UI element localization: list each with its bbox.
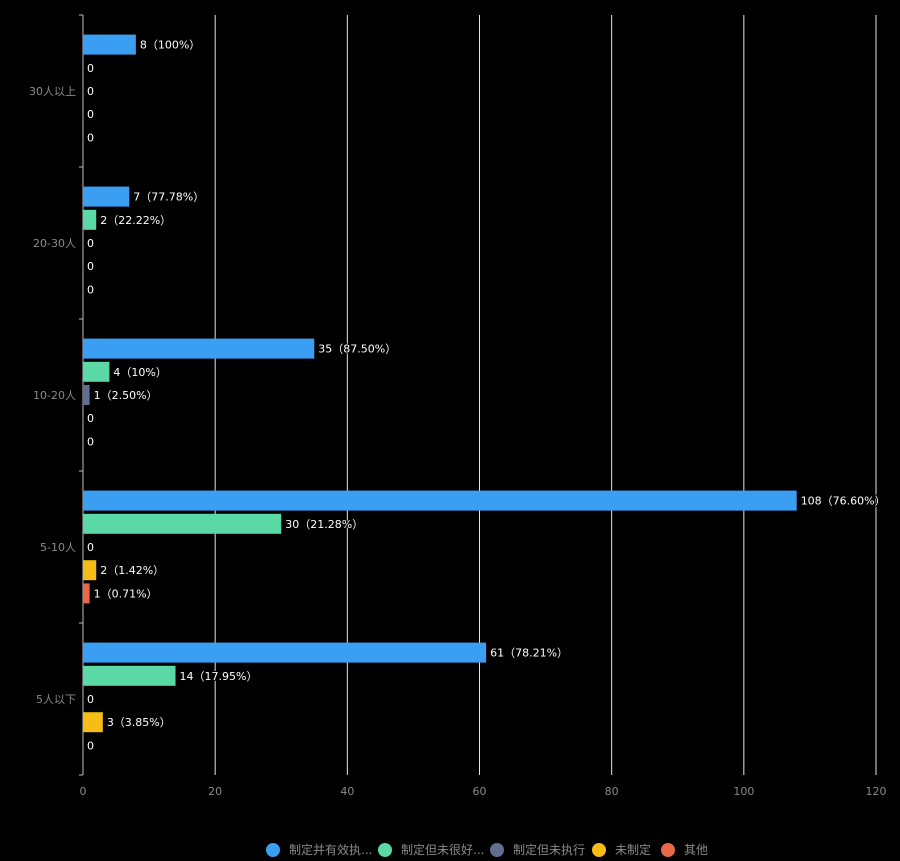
legend-label: 其他 [684, 843, 708, 857]
bar-value-label: 0 [87, 739, 94, 752]
bar-value-label: 1（0.71%） [94, 587, 158, 600]
legend-label: 制定并有效执... [289, 842, 372, 857]
bar-value-label: 2（22.22%） [100, 214, 171, 227]
bar-value-label: 0 [87, 435, 94, 448]
bar-value-label: 0 [87, 62, 94, 75]
category-label: 30人以上 [29, 85, 76, 98]
bar [83, 642, 487, 663]
legend-label: 制定但未执行 [513, 842, 585, 857]
category-label: 5人以下 [36, 693, 76, 706]
value-axis: 0 20 40 60 80 100 120 [80, 785, 887, 798]
legend-label: 未制定 [615, 842, 651, 857]
bar-value-label: 0 [87, 85, 94, 98]
legend-item[interactable]: 制定并有效执... [266, 842, 372, 857]
legend-item[interactable]: 未制定 [592, 842, 651, 857]
bar [83, 712, 103, 733]
legend-label: 制定但未很好... [401, 842, 484, 857]
bar [83, 583, 90, 604]
legend-marker [592, 843, 606, 857]
bar-value-label: 0 [87, 283, 94, 296]
bars [83, 34, 797, 733]
x-tick-label: 120 [866, 785, 887, 798]
legend-item[interactable]: 制定但未很好... [378, 842, 484, 857]
bar-value-label: 108（76.60%） [801, 495, 886, 508]
bar [83, 186, 130, 207]
x-tick-label: 20 [208, 785, 222, 798]
bar-value-label: 4（10%） [113, 366, 166, 379]
bar [83, 385, 90, 405]
bar-value-label: 2（1.42%） [100, 564, 164, 577]
bar-value-label: 30（21.28%） [285, 518, 363, 531]
category-label: 5-10人 [40, 541, 76, 554]
bar-value-label: 61（78.21%） [490, 647, 568, 660]
x-tick-label: 0 [80, 785, 87, 798]
bar-value-label: 14（17.95%） [180, 670, 258, 683]
x-tick-label: 100 [733, 785, 754, 798]
bar-value-label: 8（100%） [140, 39, 200, 52]
legend-marker [378, 843, 392, 857]
bar-value-label: 3（3.85%） [107, 716, 171, 729]
legend-marker [661, 843, 675, 857]
category-axis: 30人以上 20-30人 10-20人 5-10人 5人以下 [29, 14, 84, 776]
bar [83, 361, 110, 382]
legend-item[interactable]: 制定但未执行 [490, 842, 585, 857]
bar [83, 34, 136, 55]
bar-value-label: 0 [87, 131, 94, 144]
bar-value-label: 0 [87, 541, 94, 554]
bar [83, 338, 315, 359]
bar-value-label: 0 [87, 108, 94, 121]
legend-marker [490, 843, 504, 857]
x-tick-label: 60 [473, 785, 487, 798]
bar-value-label: 0 [87, 237, 94, 250]
bar-value-label: 7（77.78%） [133, 191, 204, 204]
bar [83, 560, 97, 581]
bar [83, 490, 797, 511]
bar-value-label: 0 [87, 693, 94, 706]
bar-value-label: 35（87.50%） [318, 343, 396, 356]
legend-marker [266, 843, 280, 857]
bar [83, 513, 282, 534]
bar [83, 665, 176, 686]
bar-value-label: 1（2.50%） [94, 389, 158, 402]
legend-item[interactable]: 其他 [661, 843, 708, 857]
x-tick-label: 40 [340, 785, 354, 798]
bar [83, 209, 97, 230]
bar-value-label: 0 [87, 412, 94, 425]
category-label: 10-20人 [33, 389, 76, 402]
x-tick-label: 80 [605, 785, 619, 798]
legend[interactable]: 制定并有效执... 制定但未很好... 制定但未执行 未制定 其他 [266, 842, 708, 857]
bar-value-label: 0 [87, 260, 94, 273]
data-labels: 8（100%） 0 0 0 0 7（77.78%） 2（22.22%） 0 0 0 35（87.50… [86, 38, 887, 754]
category-label: 20-30人 [33, 237, 76, 250]
